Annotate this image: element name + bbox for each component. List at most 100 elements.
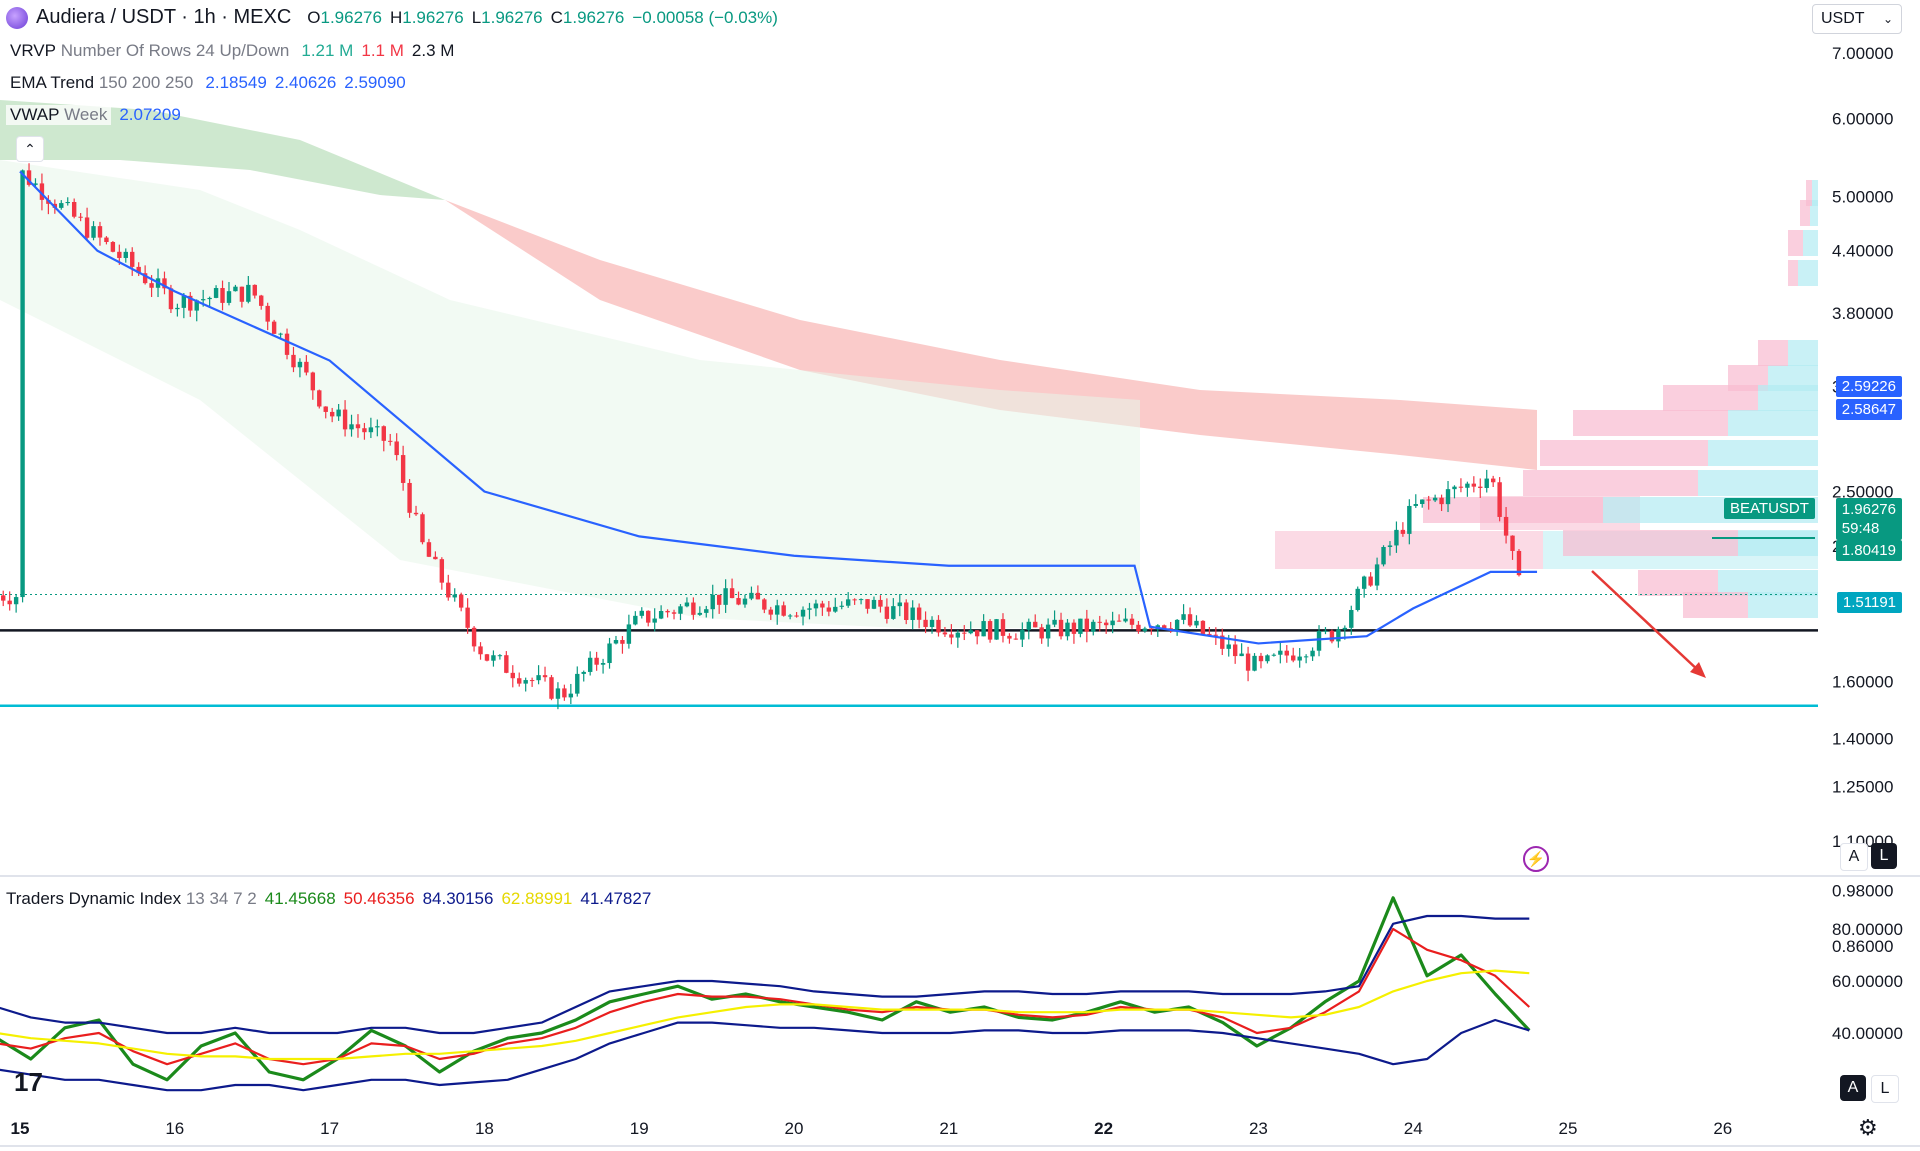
volume-profile-bar-down xyxy=(1638,570,1718,596)
log-scale-button-lower[interactable]: L xyxy=(1871,1075,1899,1103)
lightning-icon[interactable]: ⚡ xyxy=(1523,846,1549,872)
candle xyxy=(168,288,174,310)
vwap-name: VWAP xyxy=(10,105,60,124)
currency-select[interactable]: USDT ⌄ xyxy=(1812,4,1902,34)
candle xyxy=(633,615,638,625)
candle xyxy=(581,671,586,674)
price-axis-tick: 7.00000 xyxy=(1832,44,1893,63)
candle xyxy=(26,170,32,185)
tdi-legend[interactable]: Traders Dynamic Index 13 34 7 2 41.45668… xyxy=(6,889,651,909)
candle xyxy=(194,300,199,311)
last-price-value: 1.96276 xyxy=(1841,501,1896,518)
candle xyxy=(587,657,593,672)
candle xyxy=(871,599,877,609)
candle xyxy=(968,630,973,634)
candle xyxy=(665,610,670,613)
tdi-params: 13 34 7 2 xyxy=(185,889,257,908)
tdi-line-2 xyxy=(0,914,1530,1035)
tradingview-logo-icon[interactable]: 17 xyxy=(14,1067,43,1097)
volume-profile-bar-up xyxy=(1812,180,1818,206)
candle xyxy=(252,284,257,296)
candle xyxy=(1187,614,1193,626)
candle xyxy=(1174,619,1180,630)
vwap-legend[interactable]: VWAP Week 2.07209 xyxy=(6,105,181,125)
candle xyxy=(433,556,438,560)
date-axis-tick: 23 xyxy=(1249,1119,1268,1138)
candle xyxy=(284,333,290,355)
candle xyxy=(962,632,967,634)
candle xyxy=(523,680,528,684)
candle xyxy=(775,605,780,615)
volume-profile-bar-up xyxy=(1788,340,1818,366)
candle xyxy=(1252,655,1257,671)
candle xyxy=(878,599,883,607)
candle xyxy=(949,634,954,638)
candle xyxy=(13,597,19,605)
collapse-legend-button[interactable]: ⌃ xyxy=(16,136,44,162)
volume-profile-bar-down xyxy=(1683,592,1748,618)
ema-cloud-bearish xyxy=(445,200,1537,470)
candle xyxy=(607,643,612,664)
candle xyxy=(368,427,374,433)
candle xyxy=(213,288,219,298)
log-scale-label: L xyxy=(1879,847,1889,864)
candle xyxy=(678,606,683,614)
candle xyxy=(291,354,296,368)
candle xyxy=(458,594,464,608)
candle xyxy=(388,440,393,442)
candle xyxy=(1503,516,1509,536)
vrvp-legend[interactable]: VRVP Number Of Rows 24 Up/Down 1.21 M 1.… xyxy=(6,41,454,61)
date-axis-tick: 16 xyxy=(165,1119,184,1138)
candle xyxy=(1181,614,1186,620)
candle xyxy=(104,237,109,243)
candle xyxy=(762,599,767,610)
candle xyxy=(336,409,341,417)
candle xyxy=(697,612,703,615)
candle xyxy=(278,333,283,335)
settings-gear-icon[interactable]: ⚙ xyxy=(1858,1115,1878,1140)
candle xyxy=(142,273,148,284)
candle xyxy=(439,559,445,583)
candle xyxy=(1129,618,1135,625)
support-tag: 1.80419 xyxy=(1835,540,1902,561)
chevron-up-icon: ⌃ xyxy=(24,140,36,157)
support-tag-value: 1.80419 xyxy=(1841,542,1896,559)
log-scale-button[interactable]: L xyxy=(1871,843,1897,869)
volume-profile-bar-down xyxy=(1540,440,1708,466)
candle xyxy=(1407,505,1412,534)
volume-profile-bar-up xyxy=(1708,440,1818,466)
auto-scale-button-lower[interactable]: A xyxy=(1840,1075,1866,1101)
candle xyxy=(536,675,541,681)
candle xyxy=(710,594,715,610)
candle xyxy=(1232,644,1238,657)
ema-name: EMA Trend xyxy=(10,73,95,92)
candle xyxy=(1007,635,1012,639)
arrow-head-icon xyxy=(1690,662,1706,678)
tdi-axis-tick: 80.00000 xyxy=(1832,920,1903,939)
candle xyxy=(1020,629,1025,640)
ohlc-l-label: L xyxy=(471,7,482,27)
candle xyxy=(1013,638,1019,640)
candle xyxy=(329,411,335,417)
candle xyxy=(97,226,103,238)
candle xyxy=(517,678,522,684)
volume-profile-bar-up xyxy=(1698,470,1818,496)
volume-profile-bar-down xyxy=(1663,385,1758,411)
chevron-down-icon: ⌄ xyxy=(1882,12,1893,26)
candle xyxy=(568,693,574,698)
ema-legend[interactable]: EMA Trend 150 200 250 2.18549 2.40626 2.… xyxy=(6,73,406,93)
candle xyxy=(136,266,141,274)
price-axis-tick: 0.98000 xyxy=(1832,881,1893,900)
candle xyxy=(271,321,277,334)
candle xyxy=(1136,624,1141,632)
vrvp-value-up: 1.21 M xyxy=(301,41,354,60)
volume-profile-bar-down xyxy=(1758,340,1788,366)
vrvp-name: VRVP xyxy=(10,41,56,60)
vwap-params: Week xyxy=(64,105,108,124)
candle xyxy=(1239,653,1244,657)
date-axis-tick: 21 xyxy=(939,1119,958,1138)
symbol-title: Audiera / USDT · 1h · MEXC xyxy=(36,6,292,28)
candle xyxy=(426,542,432,557)
auto-scale-button[interactable]: A xyxy=(1840,843,1868,871)
